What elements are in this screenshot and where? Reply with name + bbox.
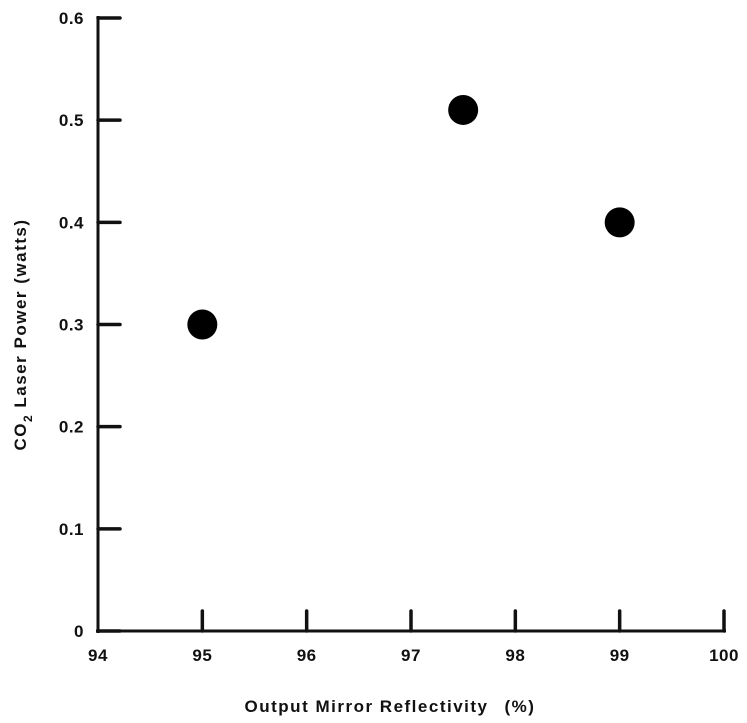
y-tick-label: 0.2 <box>59 418 84 437</box>
data-point <box>604 207 635 238</box>
x-axis-title: Output Mirror Reflectivity (%) <box>245 697 536 716</box>
x-tick-label: 98 <box>505 646 525 665</box>
x-ticks: 94 95 96 97 98 99 100 <box>88 609 739 665</box>
y-tick-label: 0.5 <box>59 111 84 130</box>
x-tick-label: 94 <box>88 646 108 665</box>
y-axis-title: CO2 Laser Power (watts) <box>11 218 35 450</box>
y-ticks: 0 0.1 0.2 0.3 0.4 0.5 0.6 <box>59 9 122 641</box>
data-points <box>187 94 635 340</box>
y-tick-label: 0 <box>74 622 84 641</box>
data-point <box>187 309 218 340</box>
y-tick-label: 0.3 <box>59 316 84 335</box>
x-axis-title-text: Output Mirror Reflectivity <box>245 697 489 716</box>
y-axis-title-suffix: Laser Power (watts) <box>11 218 30 413</box>
x-tick-label: 97 <box>401 646 421 665</box>
x-tick-label: 100 <box>709 646 739 665</box>
y-tick-label: 0.1 <box>59 520 84 539</box>
data-point <box>448 94 479 125</box>
y-tick-label: 0.4 <box>59 213 84 232</box>
x-tick-label: 95 <box>192 646 212 665</box>
y-axis-title-subscript: 2 <box>21 414 35 422</box>
x-tick-label: 96 <box>297 646 317 665</box>
y-tick-label: 0.6 <box>59 9 84 28</box>
y-axis-title-prefix: CO <box>11 422 30 451</box>
x-tick-label: 99 <box>610 646 630 665</box>
x-axis-title-unit: (%) <box>505 697 536 716</box>
